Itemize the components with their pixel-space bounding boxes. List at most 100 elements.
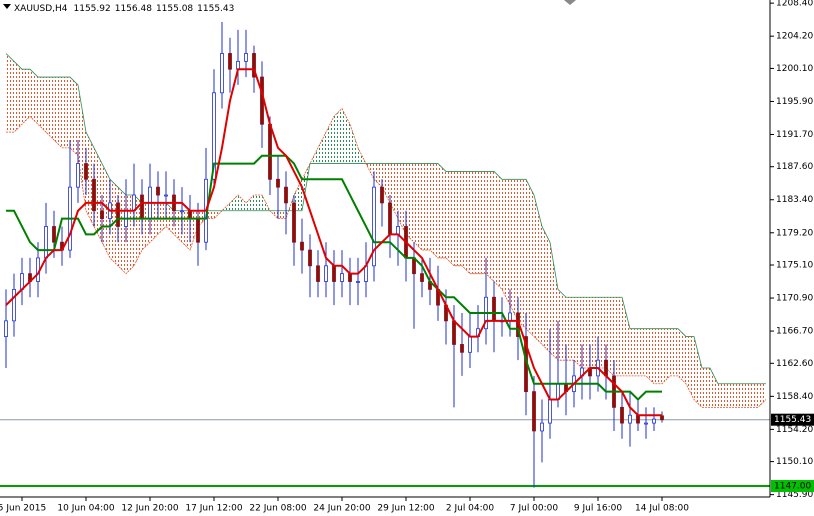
cloud-bear	[382, 163, 390, 203]
cloud-bear	[654, 328, 662, 384]
cloud-bear	[462, 171, 470, 274]
cloud-bear	[6, 53, 14, 133]
candle-body-down	[492, 296, 496, 322]
span-a-line	[6, 107, 767, 408]
cloud-bear	[502, 179, 510, 306]
cloud-bear	[422, 163, 430, 251]
candle-body-up	[12, 288, 16, 322]
candle-body-down	[252, 53, 256, 78]
cloud-bear	[126, 195, 134, 274]
header-high: 1156.48	[115, 4, 152, 14]
cloud-bear	[150, 202, 158, 243]
cloud-bear	[598, 297, 606, 369]
x-tick-label: 17 Jun 12:00	[185, 504, 242, 514]
cloud-bear	[606, 297, 614, 376]
cloud-bear	[78, 84, 86, 211]
cloud-bear	[510, 179, 518, 321]
y-tick-label: 1200.10	[776, 64, 813, 74]
candle-body-down	[636, 414, 640, 424]
candle-body-down	[228, 53, 232, 70]
candle-body-down	[284, 186, 288, 204]
candle-body-down	[532, 391, 536, 432]
support-label-box	[771, 479, 814, 492]
chart-header: XAUUSD,H4 1155.92 1156.48 1155.08 1155.43	[14, 4, 234, 14]
cloud-bear	[30, 69, 38, 125]
tenkan-line	[5, 68, 662, 417]
cloud-bear	[406, 163, 414, 243]
cloud-bull	[238, 195, 246, 211]
candle-body-down	[308, 249, 312, 267]
menu-icon	[3, 4, 11, 9]
cloud-bear	[694, 336, 702, 408]
cloud-bear	[470, 171, 478, 274]
y-tick-label: 1195.90	[776, 97, 813, 107]
candle-body-up	[236, 60, 240, 70]
y-tick-label: 1175.10	[776, 261, 813, 271]
candle-body-down	[348, 273, 352, 282]
y-tick-label: 1145.90	[776, 490, 813, 500]
candle-body-up	[356, 281, 360, 283]
cloud-bear	[566, 297, 574, 361]
cloud-bear	[726, 383, 734, 408]
candle-body-down	[460, 344, 464, 353]
candle-body-up	[4, 320, 8, 337]
candle-body-down	[100, 210, 104, 220]
header-open: 1155.92	[74, 4, 111, 14]
cloud-bull	[286, 195, 294, 219]
candle-body-down	[276, 178, 280, 188]
cloud-bear	[430, 163, 438, 258]
candle-body-up	[644, 422, 648, 425]
candle-body-down	[92, 178, 96, 212]
price-label: 1155.43	[774, 415, 811, 425]
y-tick-label: 1208.40	[776, 0, 813, 9]
cloud-bear	[134, 195, 142, 266]
cloud-bear	[438, 163, 446, 258]
cloud-bear	[38, 77, 46, 133]
candle-body-up	[628, 414, 632, 424]
candle-body-up	[508, 312, 512, 322]
cloud-bear	[742, 383, 750, 408]
cloud-bear	[454, 171, 462, 266]
cloud-bear	[518, 179, 526, 329]
cloud-bear	[62, 77, 70, 148]
candle-body-up	[652, 418, 656, 424]
cloud-bear	[622, 297, 630, 376]
x-tick-label: 7 Jul 00:00	[510, 504, 559, 514]
x-tick-label: 29 Jun 12:00	[377, 504, 434, 514]
candle-body-up	[164, 194, 168, 197]
cloud-bear	[710, 368, 718, 408]
candle-body-up	[468, 336, 472, 353]
cloud-bear	[494, 171, 502, 290]
symbol: XAUUSD,H4	[14, 4, 68, 14]
cloud-bear	[542, 226, 550, 353]
y-tick-label: 1166.70	[776, 327, 813, 337]
x-tick-label: 9 Jul 16:00	[574, 504, 623, 514]
cloud-bull	[230, 195, 238, 211]
cloud-bear	[486, 171, 494, 282]
cloud-bear	[574, 297, 582, 369]
candle-body-down	[660, 415, 664, 421]
y-tick-label: 1154.20	[776, 425, 813, 435]
cloud-bear	[646, 328, 654, 384]
cloud-bull	[326, 116, 334, 164]
candle-body-up	[340, 273, 344, 282]
cloud-bear	[94, 147, 102, 243]
candle-body-down	[140, 194, 144, 220]
cloud-bear	[638, 328, 646, 376]
candle-body-up	[396, 226, 400, 235]
candle-body-down	[156, 186, 160, 196]
candle-body-down	[388, 202, 392, 235]
x-tick-label: 22 Jun 08:00	[249, 504, 306, 514]
candle-body-down	[332, 265, 336, 282]
cloud-bear	[278, 210, 286, 219]
cloud-bear	[70, 77, 78, 156]
candle-body-down	[316, 265, 320, 282]
candle-body-down	[268, 123, 272, 180]
support-label: 1147.00	[774, 481, 811, 491]
cloud-bear	[526, 179, 534, 337]
candle-body-up	[244, 53, 248, 62]
x-tick-label: 14 Jul 08:00	[635, 504, 689, 514]
cloud-bull	[254, 195, 262, 211]
candle-body-down	[620, 406, 624, 424]
